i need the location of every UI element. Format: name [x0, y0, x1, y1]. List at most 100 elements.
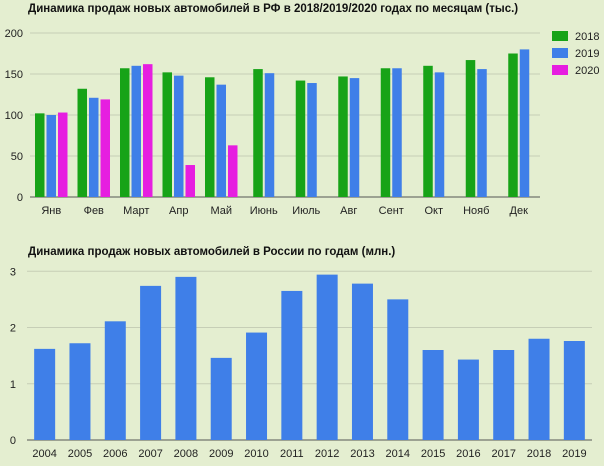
monthly-y-tick: 200 — [5, 28, 23, 40]
legend-label-2018: 2018 — [575, 31, 599, 43]
monthly-x-tick: Окт — [424, 205, 443, 217]
bar-year-2010 — [246, 332, 268, 440]
yearly-x-ticks: 2004 2005 2006 2007 2008 2009 2010 2011 2012 2013… — [32, 448, 586, 460]
yearly-bars — [34, 274, 585, 440]
monthly-y-tick: 100 — [5, 110, 23, 122]
bar-year-2012 — [316, 274, 338, 440]
bar-2018-2 — [77, 88, 87, 197]
monthly-x-tick: Авг — [340, 205, 357, 217]
bar-year-2013 — [351, 283, 373, 440]
bar-2020-4 — [185, 165, 195, 197]
yearly-x-tick: 2013 — [350, 448, 374, 460]
bar-year-2008 — [175, 276, 197, 440]
legend-label-2020: 2020 — [575, 65, 599, 77]
monthly-y-tick: 0 — [17, 192, 23, 204]
monthly-x-tick: Июль — [292, 205, 320, 217]
bar-2018-8 — [338, 76, 348, 197]
bar-2018-9 — [380, 68, 391, 197]
bar-year-2005 — [69, 343, 91, 440]
yearly-y-tick: 3 — [10, 266, 16, 278]
monthly-x-tick: Дек — [510, 205, 529, 217]
monthly-x-tick: Май — [210, 205, 232, 217]
yearly-x-tick: 2011 — [280, 448, 304, 460]
yearly-x-tick: 2016 — [456, 448, 480, 460]
yearly-x-tick: 2007 — [138, 448, 162, 460]
bar-2018-7 — [295, 80, 306, 197]
monthly-y-tick: 150 — [5, 69, 23, 81]
monthly-x-tick: Март — [123, 205, 149, 217]
bar-2019-2 — [89, 97, 99, 197]
yearly-x-tick: 2017 — [491, 448, 515, 460]
bar-2018-12 — [508, 53, 518, 197]
monthly-x-tick: Янв — [41, 205, 61, 217]
bar-2019-3 — [131, 65, 141, 197]
bar-2019-12 — [519, 49, 530, 198]
monthly-y-tick: 50 — [11, 151, 23, 163]
monthly-legend: 2018 2019 2020 — [552, 31, 599, 77]
legend-label-2019: 2019 — [575, 48, 599, 60]
bar-year-2017 — [493, 350, 515, 440]
bar-2018-10 — [423, 65, 433, 197]
yearly-x-tick: 2015 — [421, 448, 445, 460]
bar-year-2006 — [104, 321, 126, 440]
bar-2019-7 — [307, 83, 317, 197]
bar-year-2014 — [387, 299, 409, 440]
yearly-x-tick: 2010 — [244, 448, 268, 460]
bar-year-2004 — [34, 348, 56, 440]
monthly-x-tick: Фев — [84, 205, 104, 217]
bar-2019-11 — [477, 69, 487, 197]
bar-2019-6 — [264, 73, 275, 197]
bar-2019-9 — [392, 68, 402, 197]
monthly-x-tick: Нояб — [463, 205, 489, 217]
bar-year-2009 — [210, 357, 232, 440]
yearly-x-tick: 2018 — [527, 448, 551, 460]
bar-2019-1 — [46, 115, 56, 197]
yearly-x-tick: 2009 — [209, 448, 233, 460]
bar-2018-6 — [253, 69, 263, 197]
legend-swatch-2020 — [552, 65, 568, 75]
bar-year-2019 — [563, 341, 585, 440]
bar-2018-11 — [465, 60, 476, 198]
yearly-x-tick: 2005 — [68, 448, 92, 460]
yearly-y-tick: 1 — [10, 379, 16, 391]
yearly-x-tick: 2004 — [32, 448, 56, 460]
legend-swatch-2019 — [552, 48, 568, 58]
monthly-x-ticks: Янв Фев Март Апр Май Июнь Июль Авг Сент Окт Нояб Де… — [41, 205, 528, 217]
bar-2020-1 — [58, 112, 68, 197]
yearly-chart-title: Динамика продаж новых автомобилей в Росс… — [28, 246, 395, 258]
bar-2018-1 — [35, 113, 45, 197]
monthly-x-tick: Июнь — [250, 205, 278, 217]
monthly-grid — [30, 32, 540, 198]
bar-2018-4 — [162, 72, 172, 197]
monthly-bars — [35, 49, 530, 198]
yearly-x-tick: 2008 — [174, 448, 198, 460]
yearly-y-ticks: 0 1 2 3 — [10, 266, 16, 447]
bar-2020-5 — [228, 145, 238, 197]
bar-year-2016 — [457, 359, 479, 440]
bar-2020-3 — [143, 64, 153, 197]
yearly-x-tick: 2014 — [386, 448, 410, 460]
legend-swatch-2018 — [552, 31, 568, 41]
yearly-y-tick: 2 — [10, 323, 16, 335]
yearly-x-tick: 2019 — [562, 448, 586, 460]
bar-2018-3 — [120, 68, 130, 197]
bar-year-2015 — [422, 350, 444, 440]
bar-year-2011 — [281, 290, 303, 440]
yearly-x-tick: 2006 — [103, 448, 127, 460]
monthly-y-ticks: 0 50 100 150 200 — [5, 28, 23, 204]
bar-2019-10 — [434, 72, 445, 197]
bar-year-2018 — [528, 338, 550, 440]
bar-2019-8 — [349, 78, 360, 197]
yearly-y-tick: 0 — [10, 435, 16, 447]
bar-2019-5 — [216, 84, 226, 197]
monthly-x-tick: Сент — [379, 205, 404, 217]
bar-2019-4 — [174, 75, 184, 197]
bar-2018-5 — [205, 77, 215, 197]
yearly-x-tick: 2012 — [315, 448, 339, 460]
monthly-chart-title: Динамика продаж новых автомобилей в РФ в… — [28, 3, 518, 15]
monthly-x-tick: Апр — [169, 205, 188, 217]
bar-2020-2 — [100, 99, 110, 197]
bar-year-2007 — [140, 285, 162, 440]
